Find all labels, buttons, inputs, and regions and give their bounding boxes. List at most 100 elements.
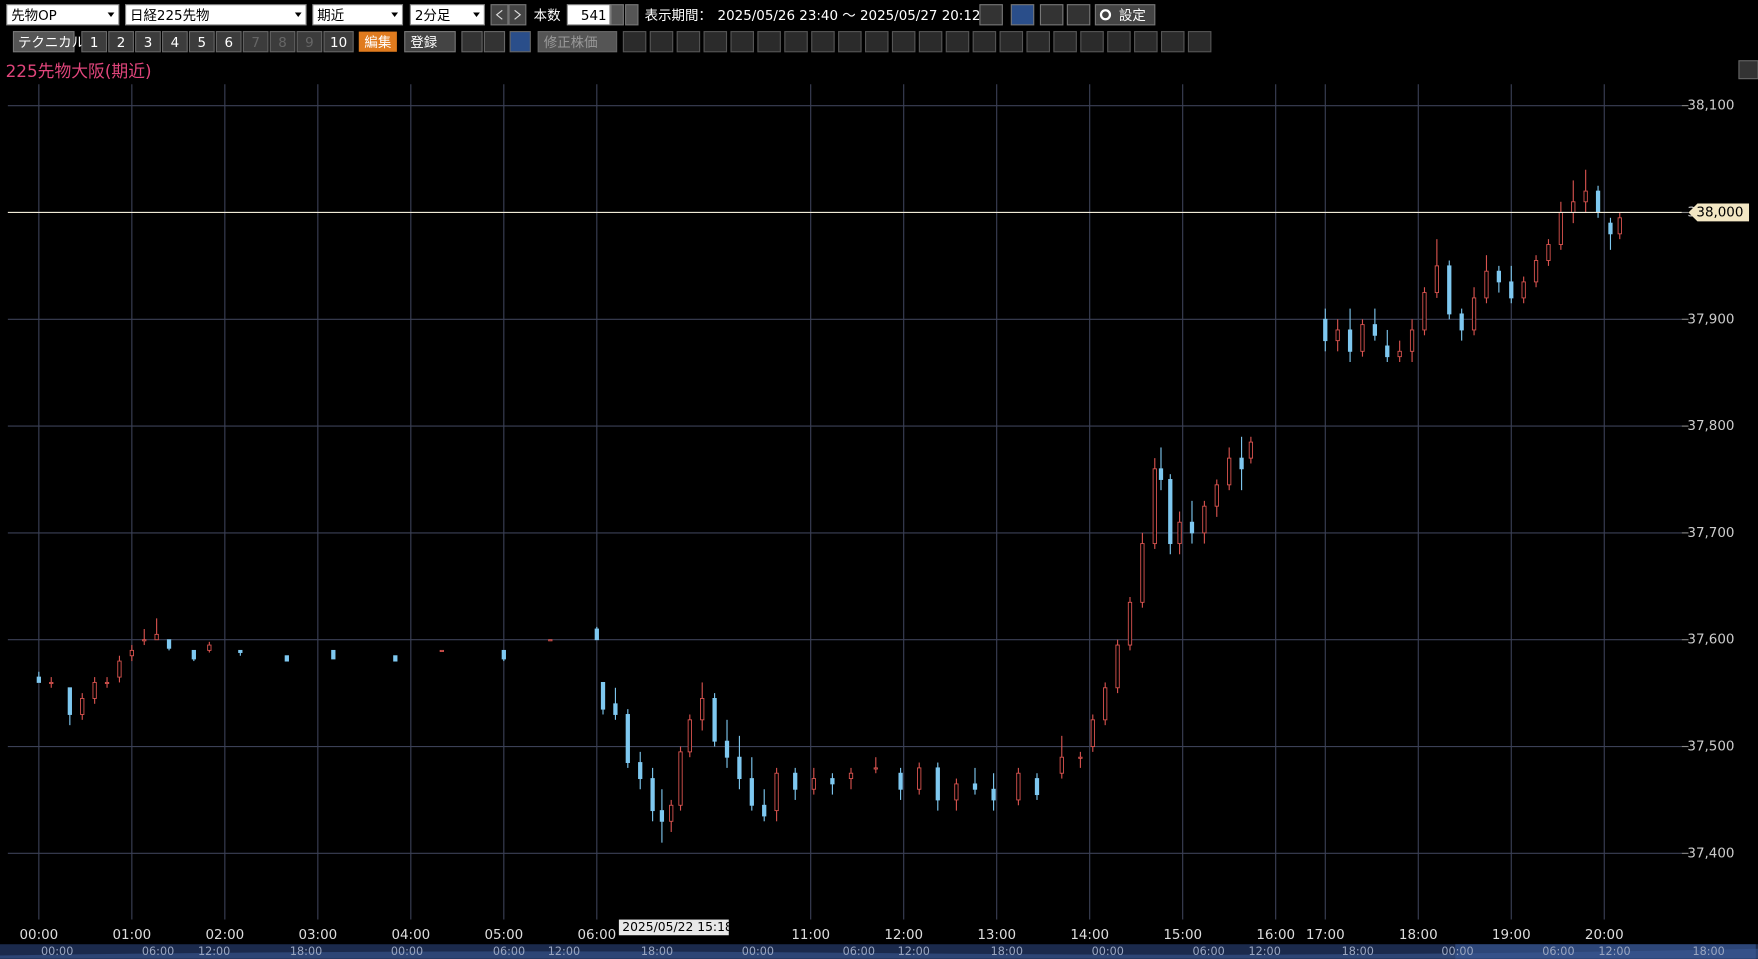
nav-button[interactable] (508, 4, 527, 26)
candle-body (811, 778, 816, 790)
drawing-tool-icon[interactable] (838, 31, 862, 53)
contract-select[interactable] (312, 4, 404, 26)
adjusted-select[interactable] (537, 31, 618, 53)
preset-button[interactable] (162, 31, 188, 53)
tool-icon[interactable] (1039, 4, 1064, 26)
drawing-tool-icon[interactable] (1080, 31, 1104, 53)
preset-button[interactable] (81, 31, 108, 53)
preset-label: 7 (251, 36, 260, 51)
zoom-icon[interactable] (483, 31, 506, 53)
y-tick-label: 37,400 (1687, 846, 1734, 861)
candle-body (1471, 297, 1477, 331)
market-select[interactable] (6, 4, 120, 26)
drawing-tool-icon[interactable] (864, 31, 889, 53)
candle-body (724, 740, 730, 758)
collapse-button[interactable] (1738, 60, 1758, 80)
candle-body (954, 783, 959, 801)
candle-body (1168, 479, 1173, 545)
preset-button[interactable] (188, 31, 215, 53)
zoom-icon[interactable] (461, 31, 483, 53)
candle (1360, 319, 1365, 357)
drawing-tool-icon[interactable] (1026, 31, 1050, 53)
candle (1189, 500, 1195, 544)
tool-icon[interactable] (1066, 4, 1091, 26)
drawing-tool-icon[interactable] (1053, 31, 1077, 53)
candle (207, 641, 212, 653)
drawing-tool-icon[interactable] (918, 31, 943, 53)
navigator-window[interactable] (1455, 944, 1756, 959)
candle-body (749, 778, 754, 806)
candle-body (1397, 350, 1402, 358)
x-tick-label: 12:00 (884, 928, 923, 943)
drawing-tool-icon[interactable] (1107, 31, 1131, 53)
drawing-tool-icon[interactable] (649, 31, 674, 53)
candle-body (712, 698, 717, 742)
navigator-label: 06:00 (843, 945, 875, 958)
navigator-label: 06:00 (1192, 945, 1224, 958)
candle-body (1617, 217, 1622, 235)
candle-body (501, 649, 506, 660)
technical-button[interactable] (12, 31, 75, 53)
drawing-tool-icon[interactable] (891, 31, 916, 53)
drawing-tool-icon[interactable] (676, 31, 701, 53)
preset-button[interactable] (135, 31, 161, 53)
candle-body (142, 639, 147, 642)
zoom-icon[interactable] (509, 31, 531, 53)
spin-button[interactable] (610, 4, 624, 26)
candle (638, 751, 643, 790)
candle-body (830, 778, 835, 785)
candle (117, 655, 122, 683)
drawing-tool-icon[interactable] (945, 31, 970, 53)
candle (1168, 474, 1173, 555)
preset-label: 6 (224, 36, 233, 51)
period-label: 表示期間： (645, 8, 712, 24)
drawing-tool-icon[interactable] (703, 31, 728, 53)
drawing-tool-icon[interactable] (972, 31, 997, 53)
candle-body (1140, 543, 1145, 603)
drawing-tool-icon[interactable] (811, 31, 835, 53)
preset-label: 8 (278, 36, 287, 51)
tool-icon[interactable] (1010, 4, 1035, 26)
nav-button[interactable] (490, 4, 509, 26)
candle-body (1496, 270, 1502, 283)
candle (1152, 458, 1157, 549)
candle (991, 773, 996, 811)
preset-button[interactable] (296, 31, 323, 53)
candle (36, 671, 41, 683)
drawing-tool-icon[interactable] (1134, 31, 1158, 53)
candle-body (972, 783, 978, 790)
drawing-tool-icon[interactable] (757, 31, 781, 53)
settings-button[interactable] (1094, 4, 1156, 26)
chart-title: 225先物大阪(期近) (6, 61, 152, 81)
candle-body (207, 644, 212, 651)
register-button[interactable] (404, 31, 456, 53)
y-tick-label: 37,800 (1687, 419, 1734, 434)
drawing-tool-icon[interactable] (1187, 31, 1212, 53)
candle (1059, 735, 1064, 779)
tool-icon[interactable] (979, 4, 1003, 26)
interval-select[interactable] (409, 4, 485, 26)
preset-button[interactable] (108, 31, 134, 53)
drawing-tool-icon[interactable] (622, 31, 647, 53)
candle-body (1189, 521, 1195, 534)
candle-body (1571, 201, 1576, 213)
preset-button[interactable] (215, 31, 242, 53)
y-tick-label: 38,100 (1687, 99, 1734, 114)
drawing-tool-icon[interactable] (784, 31, 808, 53)
candle-body (774, 772, 779, 812)
preset-button[interactable] (242, 31, 269, 53)
candle (1617, 212, 1622, 240)
dropdown-arrow (107, 12, 115, 18)
drawing-tool-icon[interactable] (730, 31, 754, 53)
preset-button[interactable] (269, 31, 296, 53)
candle (1509, 265, 1514, 304)
product-select[interactable] (125, 4, 307, 26)
drawing-tool-icon[interactable] (1160, 31, 1185, 53)
drawing-tool-icon[interactable] (999, 31, 1024, 53)
spin-button[interactable] (625, 4, 639, 26)
bars-input[interactable] (566, 4, 611, 26)
period-value: 2025/05/26 23:40 ～ 2025/05/27 20:12 (718, 9, 981, 24)
preset-button[interactable] (323, 31, 354, 53)
edit-button[interactable] (358, 31, 397, 52)
